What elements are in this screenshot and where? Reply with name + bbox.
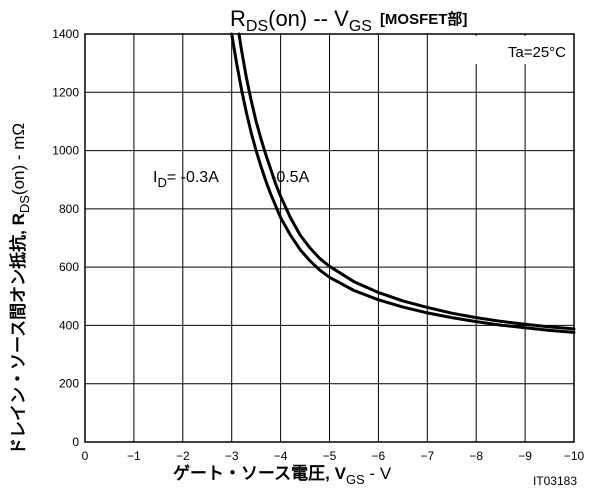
ylabel-after: (on) - mΩ xyxy=(9,123,28,195)
series-label-0.3A: ID= -0.3A xyxy=(153,169,219,190)
x-tick-label: −8 xyxy=(469,449,483,463)
y-tick-labels: 0 200 400 600 800 1000 1200 1400 xyxy=(52,27,79,449)
y-tick-label: 600 xyxy=(59,260,79,274)
y-axis-label: ドレイン・ソース間オン抵抗, RDS(on) - mΩ xyxy=(8,123,32,455)
x-tick-label: −7 xyxy=(420,449,434,463)
series-label-0.5A: -0.5A xyxy=(271,169,310,186)
x-tick-label: 0 xyxy=(82,449,89,463)
plot-frame xyxy=(84,33,575,443)
x-tick-label: −1 xyxy=(127,449,141,463)
condition-box xyxy=(471,36,572,64)
x-tick-label: −9 xyxy=(518,449,532,463)
series-line-1 xyxy=(237,32,576,331)
y-tick-label: 200 xyxy=(59,377,79,391)
x-tick-labels: 0 −1 −2 −3 −4 −5 −6 −7 −8 −9 −10 xyxy=(82,449,585,463)
xlabel-after: - V xyxy=(365,464,392,483)
x-tick-label: −4 xyxy=(274,449,288,463)
x-axis-label: ゲート・ソース電圧, VGS - V xyxy=(173,463,392,487)
label-i: I xyxy=(153,169,157,186)
title-r-sub: DS xyxy=(246,18,268,35)
x-tick-label: −6 xyxy=(372,449,386,463)
y-tick-label: 1000 xyxy=(52,144,79,158)
label-d-sub: D xyxy=(157,175,166,190)
condition-label: Ta=25°C xyxy=(508,44,566,61)
x-tick-label: −5 xyxy=(323,449,337,463)
y-tick-label: 800 xyxy=(59,202,79,216)
ylabel-main: ドレイン・ソース間オン抵抗, R xyxy=(8,213,28,455)
plot-grid xyxy=(85,34,574,442)
y-tick-label: 1400 xyxy=(52,27,79,41)
title-v-sub: GS xyxy=(349,18,372,35)
title-bracket: [MOSFET部] xyxy=(380,10,468,28)
x-tick-label: −10 xyxy=(564,449,585,463)
x-tick-label: −2 xyxy=(176,449,190,463)
x-tick-label: −3 xyxy=(225,449,239,463)
figure-id: IT03183 xyxy=(533,474,577,488)
series-line-0 xyxy=(230,32,576,334)
ylabel-sub: DS xyxy=(17,195,32,213)
y-tick-label: 400 xyxy=(59,318,79,332)
title-r: R xyxy=(230,6,246,31)
chart-title: RDS(on) -- VGS [MOSFET部] xyxy=(230,6,467,35)
label-03-text: = -0.3A xyxy=(167,169,219,186)
curves xyxy=(230,32,576,334)
y-tick-label: 1200 xyxy=(52,85,79,99)
xlabel-sub: GS xyxy=(346,472,365,487)
xlabel-main: ゲート・ソース電圧, V xyxy=(173,463,347,483)
y-tick-label: 0 xyxy=(72,435,79,449)
title-mid: (on) -- V xyxy=(268,6,349,31)
